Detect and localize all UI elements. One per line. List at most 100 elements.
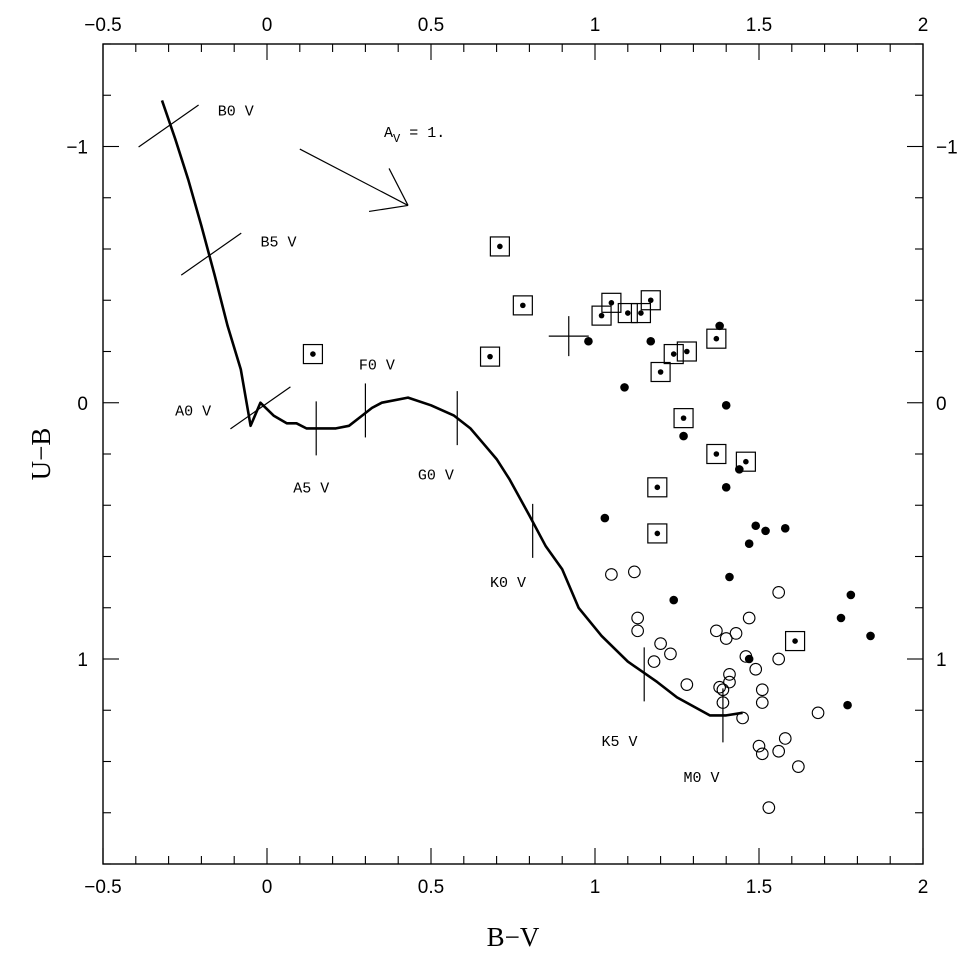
boxed-point-dot [520, 302, 526, 309]
open-point [723, 668, 736, 681]
main-sequence-curve [160, 99, 743, 717]
boxed-point-square [676, 341, 697, 362]
label-subscript: V [393, 132, 401, 146]
boxed-point-dot [497, 243, 503, 250]
open-point [736, 711, 749, 725]
open-point [772, 744, 786, 758]
x-tick-label-top: 1.5 [746, 15, 772, 36]
boxed-point-square [706, 328, 727, 349]
boxed-point-square [784, 630, 806, 652]
x-tick-label-top: 0.5 [418, 15, 444, 36]
plot-frame [102, 43, 924, 865]
x-tick-label-top: −0.5 [84, 15, 122, 36]
boxed-point-square [479, 346, 501, 367]
spectral-type-label: K0 V [490, 575, 526, 592]
boxed-point-dot [638, 310, 644, 316]
axis-ticks [102, 43, 924, 865]
filled-point [715, 321, 724, 331]
filled-point [836, 613, 846, 623]
boxed-point-square [663, 343, 684, 365]
spectral-type-label: K5 V [602, 734, 638, 751]
filled-point [866, 631, 875, 641]
label-value: = 1. [400, 125, 445, 142]
boxed-point-dot [684, 348, 690, 355]
data-points [302, 236, 875, 814]
y-tick-label-left: 1 [77, 650, 88, 671]
open-point [631, 624, 644, 638]
y-tick-label-left: −1 [66, 138, 88, 159]
spectral-type-tick [230, 386, 291, 430]
open-point [755, 683, 769, 697]
filled-point [584, 336, 593, 346]
boxed-point-square [647, 523, 668, 544]
open-point [739, 650, 753, 663]
filled-point [620, 383, 629, 392]
open-point [772, 586, 786, 599]
open-point [654, 637, 667, 650]
x-tick-label-bottom: 1 [590, 877, 601, 898]
open-point [716, 683, 730, 697]
reddening-arrow-head [368, 204, 409, 213]
open-point [792, 760, 805, 773]
boxed-point-dot [654, 530, 661, 537]
boxed-point-dot [713, 335, 720, 342]
boxed-point-dot [487, 353, 493, 360]
y-tick-label-right: 0 [936, 394, 947, 415]
spectral-type-label: F0 V [359, 357, 395, 374]
boxed-point-square [617, 302, 638, 324]
filled-point [744, 539, 754, 548]
open-point [605, 568, 618, 581]
x-tick-label-bottom: 1.5 [746, 877, 772, 898]
filled-point [669, 595, 679, 605]
open-point [778, 732, 792, 745]
boxed-point-dot [310, 351, 316, 357]
spectral-type-markers: B0 V B5 V A0 V A5 V F0 V G0 V K0 V K5 V M0 V [138, 104, 724, 787]
reddening-vector: AV = 1. [299, 125, 445, 213]
filled-point [780, 524, 790, 533]
spectral-type-label: G0 V [418, 468, 454, 485]
y-tick-label-right: −1 [936, 138, 958, 159]
x-tick-label-top: 1 [590, 15, 601, 36]
spectral-type-label: M0 V [684, 770, 720, 787]
boxed-point-dot [625, 310, 631, 316]
open-point [729, 627, 743, 640]
boxed-point-square [650, 361, 671, 383]
filled-point [646, 336, 656, 346]
boxed-point-square [673, 408, 694, 429]
boxed-point-dot [654, 484, 661, 491]
filled-point [735, 465, 744, 474]
open-point [772, 652, 786, 666]
open-point [719, 632, 733, 645]
boxed-point-square [302, 343, 324, 365]
open-point [710, 624, 723, 638]
boxed-point-square [706, 443, 727, 465]
open-point [755, 747, 769, 761]
filled-point [843, 700, 852, 710]
filled-point [721, 483, 731, 492]
boxed-point-square [512, 295, 533, 316]
filled-point [761, 526, 770, 536]
spectral-type-label: A5 V [293, 480, 329, 497]
open-point [680, 678, 694, 691]
x-tick-label-top: 2 [918, 15, 929, 36]
tick-labels: −0.5 −0.5 0 0 0.5 0.5 1 1 1.5 1.5 2 2 −1 −1 0 0 1 1 [66, 15, 957, 898]
filled-point [725, 572, 734, 582]
open-point [811, 706, 825, 720]
boxed-point-square [601, 292, 622, 313]
boxed-point-dot [792, 638, 798, 644]
boxed-point-dot [608, 300, 615, 306]
open-point [628, 565, 641, 579]
open-point [647, 655, 661, 668]
filled-point [600, 513, 610, 523]
reddening-arrow-shaft [299, 148, 409, 206]
boxed-point-dot [670, 351, 677, 357]
open-point [664, 647, 677, 661]
open-point [723, 675, 736, 689]
filled-point [679, 431, 688, 441]
x-tick-label-bottom: −0.5 [84, 877, 122, 898]
boxed-point-dot [713, 451, 720, 457]
boxed-point-dot [657, 369, 664, 375]
boxed-point-square [640, 290, 661, 311]
y-tick-label-right: 1 [936, 650, 947, 671]
